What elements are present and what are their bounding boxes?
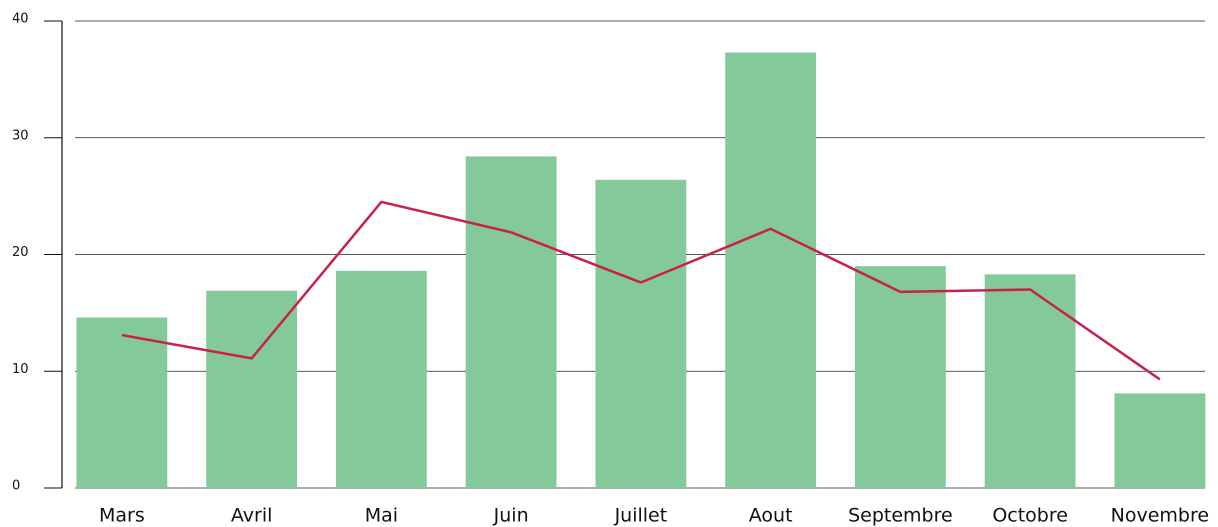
- y-tick-label: 10: [12, 362, 29, 377]
- bar: [335, 270, 427, 488]
- x-tick-label: Septembre: [848, 505, 953, 527]
- x-tick-label: Aout: [749, 505, 793, 527]
- x-tick-label: Juillet: [614, 505, 668, 527]
- y-tick-label: 20: [12, 245, 29, 260]
- y-tick-label: 40: [12, 12, 29, 27]
- x-tick-label: Avril: [231, 505, 273, 527]
- x-tick-label: Octobre: [992, 505, 1068, 527]
- y-tick-label: 30: [12, 128, 29, 143]
- x-tick-label: Mars: [99, 505, 145, 527]
- x-tick-label: Mai: [365, 505, 398, 527]
- y-tick-label: 0: [12, 479, 20, 494]
- bar: [595, 179, 687, 488]
- bar: [1114, 393, 1206, 488]
- bar: [725, 52, 817, 489]
- line: [121, 200, 1161, 381]
- bar: [984, 274, 1076, 488]
- bar: [854, 266, 946, 488]
- bar: [465, 156, 557, 488]
- bar: [76, 317, 168, 488]
- x-tick-label: Novembre: [1111, 505, 1209, 527]
- x-tick-label: Juin: [493, 505, 529, 527]
